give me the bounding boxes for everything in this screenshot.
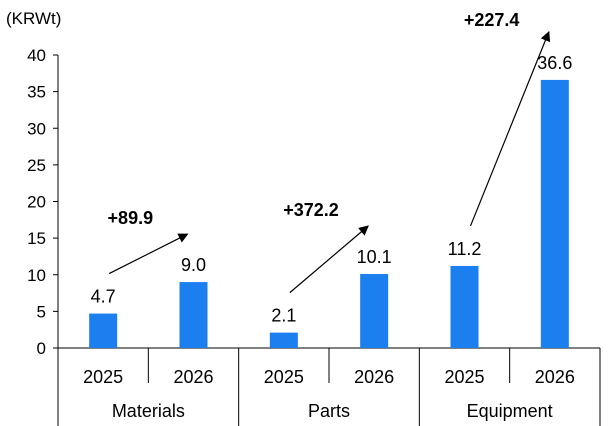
x-tick-label: 2026 xyxy=(535,367,575,387)
growth-label: +89.9 xyxy=(108,208,154,228)
x-tick-label: 2025 xyxy=(444,367,484,387)
bar xyxy=(179,282,208,348)
bar xyxy=(89,313,118,348)
y-tick-label: 25 xyxy=(27,156,46,175)
group-label: Parts xyxy=(308,401,350,421)
bar xyxy=(269,332,298,348)
x-tick-label: 2026 xyxy=(173,367,213,387)
y-tick-label: 15 xyxy=(27,229,46,248)
bars xyxy=(89,79,569,348)
data-label: 11.2 xyxy=(448,239,482,259)
growth-arrow xyxy=(289,225,369,294)
data-label: 10.1 xyxy=(357,247,392,267)
data-label: 36.6 xyxy=(537,53,572,73)
growth-arrow xyxy=(469,30,551,227)
unit-label: (KRWt) xyxy=(6,9,61,28)
x-tick-label: 2025 xyxy=(264,367,304,387)
y-tick-label: 30 xyxy=(27,119,46,138)
y-tick-label: 40 xyxy=(27,46,46,65)
data-label: 2.1 xyxy=(271,306,296,326)
data-label: 9.0 xyxy=(181,255,206,275)
x-tick-label: 2026 xyxy=(354,367,394,387)
y-tick-label: 0 xyxy=(37,339,46,358)
growth-label: +372.2 xyxy=(283,200,339,220)
bar xyxy=(540,79,569,348)
x-tick-label: 2025 xyxy=(83,367,123,387)
group-label: Equipment xyxy=(467,401,553,421)
bar xyxy=(450,265,479,348)
y-tick-label: 5 xyxy=(37,302,46,321)
axes xyxy=(57,55,601,426)
growth-arrow xyxy=(108,233,189,275)
growth-arrows: +89.9 +372.2 +227.4 xyxy=(108,10,551,294)
bar xyxy=(360,274,389,348)
y-axis-ticks: 0 5 10 15 20 25 30 35 40 xyxy=(27,46,58,358)
group-label: Materials xyxy=(112,401,185,421)
y-tick-label: 35 xyxy=(27,83,46,102)
y-tick-label: 10 xyxy=(27,266,46,285)
y-tick-label: 20 xyxy=(27,193,46,212)
data-labels: 4.7 9.0 2.1 10.1 11.2 36.6 xyxy=(91,53,573,326)
data-label: 4.7 xyxy=(91,287,116,307)
growth-label: +227.4 xyxy=(464,10,520,30)
